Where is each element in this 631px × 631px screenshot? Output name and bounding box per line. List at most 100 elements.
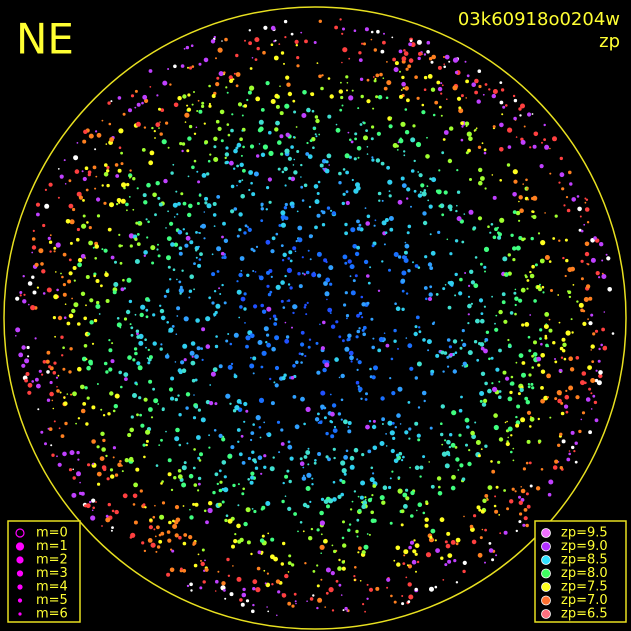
- star: [109, 137, 114, 142]
- star: [176, 213, 179, 216]
- star: [403, 549, 409, 555]
- star: [182, 343, 188, 349]
- star: [315, 341, 319, 345]
- star: [357, 360, 362, 365]
- star: [148, 379, 153, 384]
- star: [588, 321, 593, 326]
- star: [340, 398, 344, 402]
- star: [393, 339, 397, 343]
- star: [116, 203, 119, 206]
- star: [62, 283, 66, 287]
- star: [365, 392, 368, 396]
- star: [511, 487, 515, 491]
- star: [492, 386, 498, 392]
- star: [531, 354, 534, 358]
- star: [522, 183, 524, 185]
- star: [72, 391, 77, 397]
- star: [145, 218, 148, 221]
- star: [397, 386, 403, 392]
- star: [264, 582, 267, 585]
- star: [136, 187, 139, 190]
- star: [44, 203, 50, 209]
- star: [391, 36, 394, 39]
- star: [287, 571, 290, 573]
- star: [360, 295, 364, 299]
- star: [54, 335, 56, 338]
- star: [277, 590, 281, 594]
- star: [300, 176, 302, 178]
- star: [444, 439, 447, 442]
- star: [168, 520, 172, 525]
- star: [326, 298, 328, 301]
- star: [416, 361, 422, 367]
- star: [154, 137, 156, 139]
- star: [345, 449, 349, 453]
- star: [358, 51, 362, 55]
- star: [561, 439, 566, 444]
- star: [313, 126, 316, 129]
- star: [426, 185, 429, 188]
- star: [408, 594, 414, 600]
- star: [301, 272, 304, 275]
- star: [449, 126, 454, 131]
- star: [65, 219, 71, 224]
- star: [296, 56, 300, 60]
- star: [158, 202, 163, 207]
- star: [64, 421, 68, 426]
- star: [97, 482, 101, 486]
- star: [244, 322, 246, 324]
- star: [44, 442, 47, 446]
- star: [316, 251, 322, 257]
- star: [280, 210, 286, 216]
- star: [482, 498, 487, 503]
- star: [203, 509, 207, 513]
- star: [242, 168, 246, 173]
- star: [118, 128, 124, 134]
- star: [414, 543, 420, 548]
- star: [360, 94, 364, 99]
- star: [306, 504, 310, 509]
- star: [407, 224, 412, 229]
- star: [489, 231, 492, 234]
- star: [488, 542, 492, 545]
- star: [265, 501, 271, 506]
- star: [237, 440, 240, 443]
- star: [296, 210, 299, 213]
- star: [594, 329, 599, 333]
- star: [240, 602, 245, 607]
- star: [399, 137, 402, 140]
- star: [254, 58, 258, 61]
- star: [341, 32, 344, 35]
- star: [366, 146, 369, 148]
- star: [136, 361, 141, 366]
- star: [458, 291, 463, 296]
- star: [320, 86, 324, 91]
- star: [559, 432, 563, 436]
- zp-symbol: [541, 609, 551, 619]
- star: [238, 212, 243, 217]
- star: [305, 486, 311, 491]
- star: [602, 345, 608, 351]
- star: [138, 396, 142, 400]
- star: [459, 277, 463, 282]
- star: [346, 82, 349, 84]
- star: [86, 221, 89, 224]
- star: [329, 282, 333, 286]
- star: [134, 106, 137, 109]
- star: [330, 209, 333, 212]
- star: [402, 562, 406, 565]
- star: [490, 356, 494, 360]
- star: [249, 85, 255, 91]
- star: [251, 192, 256, 197]
- star: [132, 208, 135, 211]
- star: [185, 406, 189, 410]
- star: [126, 277, 132, 283]
- star: [410, 205, 412, 208]
- star: [377, 95, 383, 100]
- star: [189, 350, 195, 356]
- star: [514, 303, 517, 307]
- star: [372, 472, 375, 475]
- star: [307, 463, 310, 466]
- star: [418, 51, 422, 56]
- zp-symbol: [541, 568, 551, 579]
